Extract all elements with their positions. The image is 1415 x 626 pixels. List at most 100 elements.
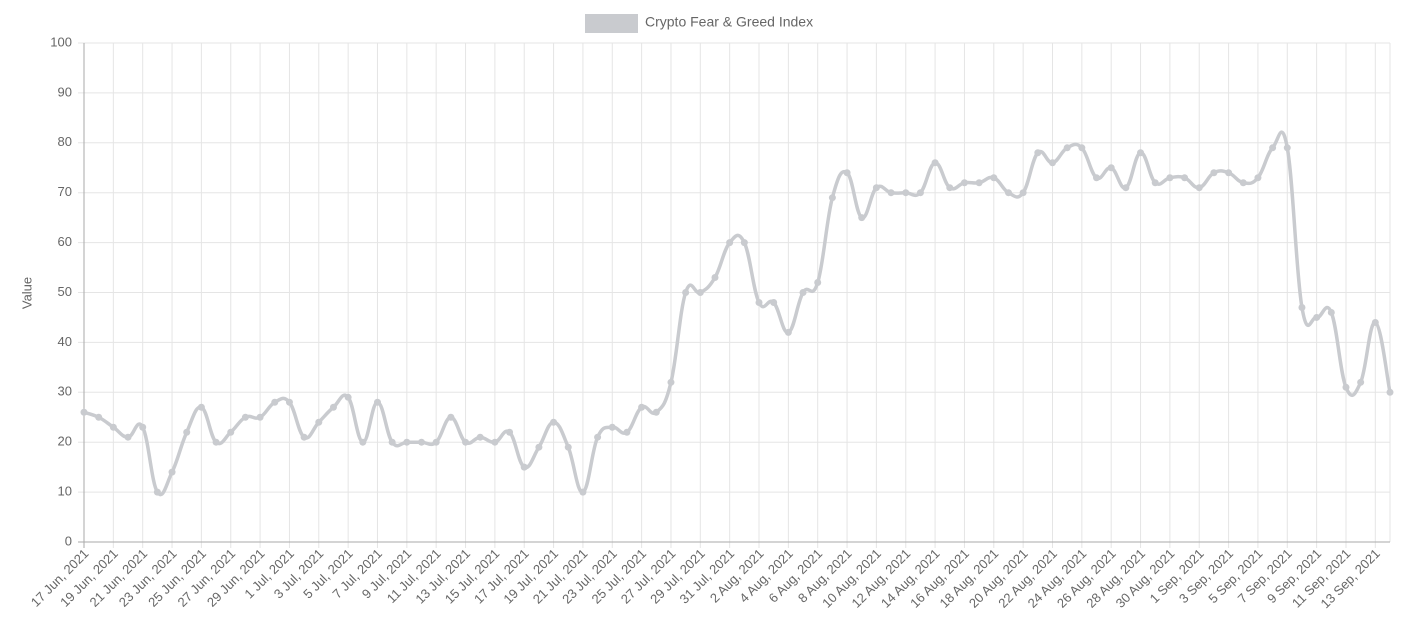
y-tick-label: 50 — [58, 284, 72, 299]
data-point — [285, 398, 293, 406]
data-point — [1151, 179, 1159, 187]
data-point — [652, 408, 660, 416]
data-point — [1107, 164, 1115, 172]
data-point — [418, 438, 426, 446]
data-point — [168, 468, 176, 476]
data-point — [329, 403, 337, 411]
data-point — [1371, 318, 1379, 326]
y-tick-label: 60 — [58, 234, 72, 249]
data-point — [1225, 169, 1233, 177]
data-point — [1195, 184, 1203, 192]
data-point — [887, 189, 895, 197]
legend-label[interactable]: Crypto Fear & Greed Index — [645, 14, 813, 30]
data-point — [359, 438, 367, 446]
data-point — [784, 328, 792, 336]
data-point — [373, 398, 381, 406]
data-point — [872, 184, 880, 192]
data-point — [623, 428, 631, 436]
data-point — [462, 438, 470, 446]
data-point — [1078, 144, 1086, 152]
y-tick-label: 80 — [58, 134, 72, 149]
data-point — [227, 428, 235, 436]
data-point — [1313, 313, 1321, 321]
data-point — [1342, 383, 1350, 391]
y-tick-label: 90 — [58, 84, 72, 99]
data-point — [1093, 174, 1101, 182]
data-point — [814, 279, 822, 287]
data-point — [183, 428, 191, 436]
data-point — [315, 418, 323, 426]
data-point — [153, 488, 161, 496]
data-point — [388, 438, 396, 446]
data-point — [403, 438, 411, 446]
data-point — [638, 403, 646, 411]
data-point — [1239, 179, 1247, 187]
data-point — [770, 298, 778, 306]
data-point — [1048, 159, 1056, 167]
data-point — [344, 393, 352, 401]
data-point — [491, 438, 499, 446]
data-point — [1004, 189, 1012, 197]
data-point — [902, 189, 910, 197]
y-axis-title: Value — [19, 277, 34, 309]
y-tick-label: 40 — [58, 334, 72, 349]
data-point — [271, 398, 279, 406]
data-point — [1283, 144, 1291, 152]
data-point — [535, 443, 543, 451]
data-point — [1269, 144, 1277, 152]
data-point — [608, 423, 616, 431]
data-point — [828, 194, 836, 202]
data-point — [711, 274, 719, 282]
data-point — [1386, 388, 1394, 396]
data-point — [476, 433, 484, 441]
data-point — [667, 378, 675, 386]
data-point — [931, 159, 939, 167]
data-point — [740, 239, 748, 247]
data-point — [1210, 169, 1218, 177]
data-point — [139, 423, 147, 431]
data-point — [95, 413, 103, 421]
y-tick-label: 20 — [58, 434, 72, 449]
data-point — [960, 179, 968, 187]
data-point — [858, 214, 866, 222]
data-point — [1357, 378, 1365, 386]
data-point — [1298, 303, 1306, 311]
data-point — [300, 433, 308, 441]
y-tick-label: 0 — [65, 533, 72, 548]
data-point — [1063, 144, 1071, 152]
y-tick-label: 10 — [58, 484, 72, 499]
data-point — [916, 189, 924, 197]
data-point — [682, 289, 690, 296]
y-tick-label: 30 — [58, 384, 72, 399]
data-point — [579, 488, 587, 496]
data-point — [241, 413, 249, 421]
data-point — [1181, 174, 1189, 182]
legend-swatch[interactable] — [585, 14, 638, 33]
data-point — [1122, 184, 1130, 192]
data-point — [124, 433, 132, 441]
data-point — [843, 169, 851, 177]
data-point — [1034, 149, 1042, 157]
data-point — [1327, 308, 1335, 316]
data-point — [550, 418, 558, 426]
data-point — [946, 184, 954, 192]
data-point — [1137, 149, 1145, 157]
data-point — [1166, 174, 1174, 182]
y-tick-label: 100 — [50, 34, 72, 49]
data-point — [256, 413, 264, 421]
data-point — [1019, 189, 1027, 197]
data-point — [212, 438, 220, 446]
data-point — [975, 179, 983, 187]
data-point — [594, 433, 602, 441]
y-tick-label: 70 — [58, 184, 72, 199]
data-point — [564, 443, 572, 451]
series-line — [83, 130, 1392, 497]
data-point — [197, 403, 205, 411]
data-point — [447, 413, 455, 421]
data-point — [506, 428, 514, 436]
data-point — [755, 298, 763, 306]
data-point — [799, 289, 807, 296]
data-point — [80, 408, 88, 416]
data-point — [726, 239, 734, 247]
